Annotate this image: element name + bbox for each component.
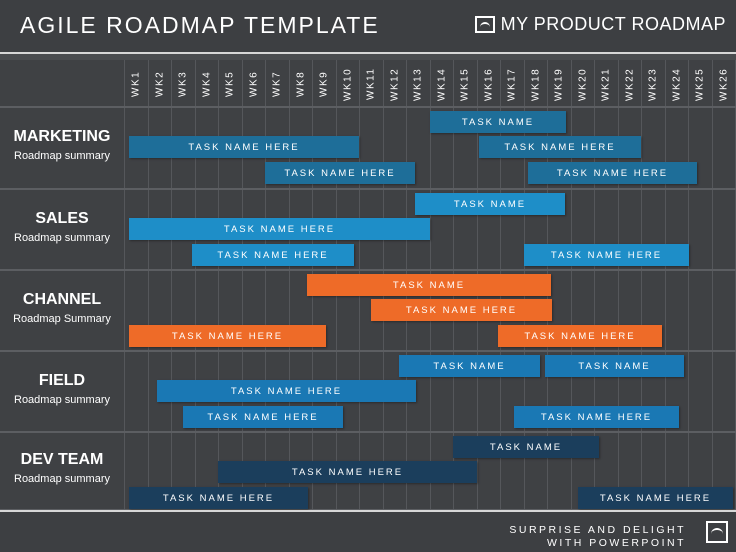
week-label-5: WK5 (224, 70, 236, 98)
row-divider (0, 269, 736, 271)
row-label-sales: SALES Roadmap summary (0, 210, 124, 244)
grid-column-line (148, 60, 149, 510)
row-label-channel: CHANNEL Roadmap Summary (0, 291, 124, 325)
week-label-20: WK20 (576, 67, 588, 101)
week-label-3: WK3 (177, 70, 189, 98)
week-label-1: WK1 (130, 70, 142, 98)
task-bar[interactable]: TASK NAME HERE (578, 487, 733, 509)
grid-column-line (712, 60, 713, 510)
grid-column-line (124, 60, 125, 510)
task-bar[interactable]: TASK NAME HERE (183, 406, 343, 428)
task-bar[interactable]: TASK NAME (415, 193, 565, 215)
row-divider (0, 106, 736, 108)
brand-logo: MY PRODUCT ROADMAP (474, 14, 726, 35)
footer-line2: WITH POWERPOINT (547, 537, 686, 549)
grid-column-line (218, 60, 219, 510)
row-subtitle: Roadmap Summary (13, 312, 111, 325)
task-bar[interactable]: TASK NAME HERE (514, 406, 679, 428)
week-label-14: WK14 (435, 67, 447, 101)
week-label-25: WK25 (694, 67, 706, 101)
task-bar[interactable]: TASK NAME HERE (371, 299, 552, 321)
task-bar[interactable]: TASK NAME HERE (479, 136, 641, 158)
row-divider (0, 431, 736, 433)
row-name: DEV TEAM (20, 451, 104, 468)
week-label-26: WK26 (717, 67, 729, 101)
task-bar[interactable]: TASK NAME HERE (218, 461, 477, 483)
task-bar[interactable]: TASK NAME HERE (192, 244, 354, 266)
week-label-7: WK7 (271, 70, 283, 98)
header-bar: AGILE ROADMAP TEMPLATE MY PRODUCT ROADMA… (0, 0, 736, 52)
task-bar[interactable]: TASK NAME (545, 355, 684, 377)
week-label-12: WK12 (388, 67, 400, 101)
grid-column-line (242, 60, 243, 510)
row-name: SALES (35, 209, 89, 227)
week-label-8: WK8 (294, 70, 306, 98)
grid-column-line (688, 60, 689, 510)
week-label-11: WK11 (365, 67, 377, 101)
week-label-17: WK17 (506, 67, 518, 101)
task-bar[interactable]: TASK NAME (430, 111, 566, 133)
task-bar[interactable]: TASK NAME HERE (524, 244, 689, 266)
footer-bar: SURPRISE AND DELIGHT WITH POWERPOINT (0, 512, 736, 552)
row-label-dev-team: DEV TEAM Roadmap summary (0, 451, 124, 485)
row-name: CHANNEL (22, 290, 102, 308)
week-label-18: WK18 (529, 67, 541, 101)
grid-column-line (265, 60, 266, 510)
week-label-13: WK13 (412, 67, 424, 101)
row-subtitle: Roadmap summary (14, 393, 110, 406)
grid-column-line (171, 60, 172, 510)
task-bar[interactable]: TASK NAME HERE (157, 380, 416, 402)
row-subtitle: Roadmap summary (14, 150, 110, 162)
footer-tagline: SURPRISE AND DELIGHT WITH POWERPOINT (509, 524, 686, 550)
task-bar[interactable]: TASK NAME HERE (265, 162, 415, 184)
grid-column-line (571, 60, 572, 510)
week-label-16: WK16 (482, 67, 494, 101)
week-label-19: WK19 (553, 67, 565, 101)
task-bar[interactable]: TASK NAME HERE (498, 325, 662, 347)
week-label-15: WK15 (459, 67, 471, 101)
row-name: MARKETING (13, 128, 111, 145)
week-label-9: WK9 (318, 70, 330, 98)
row-subtitle: Roadmap summary (14, 231, 110, 244)
grid-column-line (641, 60, 642, 510)
footer-divider (0, 510, 736, 512)
week-label-24: WK24 (670, 67, 682, 101)
task-bar[interactable]: TASK NAME HERE (129, 487, 308, 509)
week-label-23: WK23 (647, 67, 659, 101)
row-subtitle: Roadmap summary (14, 473, 110, 485)
grid-column-line (618, 60, 619, 510)
task-bar[interactable]: TASK NAME HERE (129, 218, 430, 240)
task-bar[interactable]: TASK NAME (307, 274, 551, 296)
task-bar[interactable]: TASK NAME (453, 436, 599, 458)
header-divider (0, 52, 736, 54)
week-label-21: WK21 (600, 67, 612, 101)
grid-column-line (665, 60, 666, 510)
grid-column-line (594, 60, 595, 510)
footer-logo-icon (706, 521, 728, 543)
week-label-2: WK2 (153, 70, 165, 98)
week-label-4: WK4 (200, 70, 212, 98)
row-label-field: FIELD Roadmap summary (0, 372, 124, 406)
row-divider (0, 188, 736, 190)
brand-name: MY PRODUCT ROADMAP (500, 14, 726, 34)
footer-line1: SURPRISE AND DELIGHT (509, 524, 686, 536)
task-bar[interactable]: TASK NAME HERE (528, 162, 697, 184)
row-name: FIELD (38, 371, 86, 389)
grid-column-line (195, 60, 196, 510)
task-bar[interactable]: TASK NAME HERE (129, 325, 326, 347)
task-bar[interactable]: TASK NAME HERE (129, 136, 359, 158)
row-divider (0, 350, 736, 352)
page-title: AGILE ROADMAP TEMPLATE (20, 12, 380, 38)
monitor-icon (474, 16, 495, 33)
week-label-6: WK6 (247, 70, 259, 98)
task-bar[interactable]: TASK NAME (399, 355, 540, 377)
week-label-10: WK10 (341, 67, 353, 101)
grid-column-line (289, 60, 290, 510)
week-label-22: WK22 (623, 67, 635, 101)
row-label-marketing: MARKETING Roadmap summary (0, 128, 124, 162)
